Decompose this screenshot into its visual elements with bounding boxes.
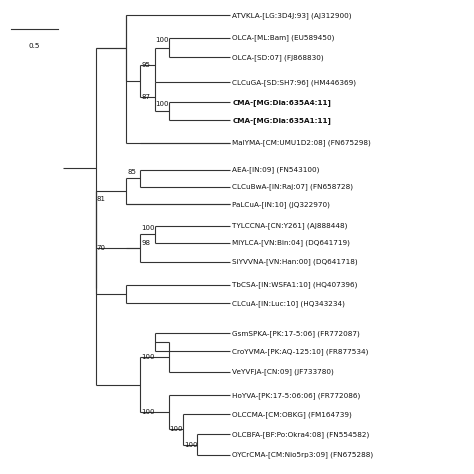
Text: 100: 100	[141, 225, 155, 231]
Text: 100: 100	[184, 442, 197, 447]
Text: OYCrCMA-[CM:Nio5rp3:09] (FN675288): OYCrCMA-[CM:Nio5rp3:09] (FN675288)	[232, 451, 374, 458]
Text: 100: 100	[141, 354, 155, 360]
Text: VeYVFjA-[CN:09] (JF733780): VeYVFjA-[CN:09] (JF733780)	[232, 368, 334, 375]
Text: 85: 85	[127, 169, 136, 175]
Text: MalYMA-[CM:UMU1D2:08] (FN675298): MalYMA-[CM:UMU1D2:08] (FN675298)	[232, 139, 371, 146]
Text: OLCCMA-[CM:OBKG] (FM164739): OLCCMA-[CM:OBKG] (FM164739)	[232, 411, 352, 418]
Text: 0.5: 0.5	[28, 44, 40, 49]
Text: 95: 95	[141, 62, 150, 68]
Text: OLCBFA-[BF:Po:Okra4:08] (FN554582): OLCBFA-[BF:Po:Okra4:08] (FN554582)	[232, 431, 370, 438]
Text: AEA-[IN:09] (FN543100): AEA-[IN:09] (FN543100)	[232, 166, 319, 173]
Text: 100: 100	[170, 427, 183, 432]
Text: 100: 100	[141, 410, 155, 415]
Text: CLCuBwA-[IN:Raj:07] (FN658728): CLCuBwA-[IN:Raj:07] (FN658728)	[232, 183, 353, 190]
Text: OLCA-[ML:Bam] (EU589450): OLCA-[ML:Bam] (EU589450)	[232, 35, 335, 41]
Text: SiYVVNA-[VN:Han:00] (DQ641718): SiYVVNA-[VN:Han:00] (DQ641718)	[232, 258, 358, 265]
Text: CLCuGA-[SD:SH7:96] (HM446369): CLCuGA-[SD:SH7:96] (HM446369)	[232, 79, 356, 85]
Text: 100: 100	[155, 101, 169, 107]
Text: GsmSPKA-[PK:17-5:06] (FR772087): GsmSPKA-[PK:17-5:06] (FR772087)	[232, 330, 360, 337]
Text: MiYLCA-[VN:Bin:04] (DQ641719): MiYLCA-[VN:Bin:04] (DQ641719)	[232, 239, 350, 246]
Text: CMA-[MG:Dia:635A1:11]: CMA-[MG:Dia:635A1:11]	[232, 117, 331, 124]
Text: 100: 100	[155, 37, 169, 43]
Text: 98: 98	[141, 240, 150, 246]
Text: TYLCCNA-[CN:Y261] (AJ888448): TYLCCNA-[CN:Y261] (AJ888448)	[232, 222, 347, 229]
Text: TbCSA-[IN:WSFA1:10] (HQ407396): TbCSA-[IN:WSFA1:10] (HQ407396)	[232, 281, 358, 288]
Text: 70: 70	[97, 245, 106, 251]
Text: 87: 87	[141, 94, 150, 100]
Text: CroYVMA-[PK:AQ-125:10] (FR877534): CroYVMA-[PK:AQ-125:10] (FR877534)	[232, 348, 369, 355]
Text: 81: 81	[97, 196, 106, 202]
Text: CLCuA-[IN:Luc:10] (HQ343234): CLCuA-[IN:Luc:10] (HQ343234)	[232, 300, 345, 307]
Text: CMA-[MG:Dia:635A4:11]: CMA-[MG:Dia:635A4:11]	[232, 99, 331, 106]
Text: HoYVA-[PK:17-5:06:06] (FR772086): HoYVA-[PK:17-5:06:06] (FR772086)	[232, 392, 361, 399]
Text: ATVKLA-[LG:3D4J:93] (AJ312900): ATVKLA-[LG:3D4J:93] (AJ312900)	[232, 12, 352, 19]
Text: OLCA-[SD:07] (FJ868830): OLCA-[SD:07] (FJ868830)	[232, 54, 324, 61]
Text: PaLCuA-[IN:10] (JQ322970): PaLCuA-[IN:10] (JQ322970)	[232, 201, 330, 208]
